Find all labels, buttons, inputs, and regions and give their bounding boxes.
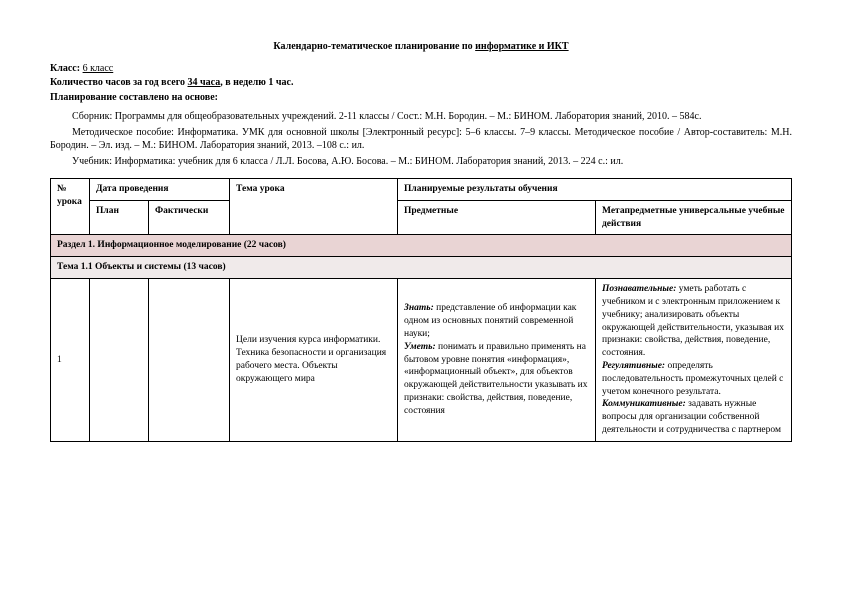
topic-1-1-title: Тема 1.1 Объекты и системы (13 часов) [51,257,792,279]
pozn-label: Познавательные: [602,284,676,294]
table-row: 1 Цели изучения курса информатики. Техни… [51,279,792,442]
title-subject: информатике и ИКТ [475,41,568,52]
header-subject: Предметные [398,200,596,235]
header-date-fact: Фактически [149,200,230,235]
cell-subject: Знать: представление об информации как о… [398,279,596,442]
cell-uud: Познавательные: уметь работать с учебник… [596,279,792,442]
hours-label: Количество часов за год всего [50,77,188,88]
page-title: Календарно-тематическое планирование по … [50,40,792,54]
section-1-title: Раздел 1. Информационное моделирование (… [51,235,792,257]
source-1: Сборник: Программы для общеобразовательн… [50,110,792,124]
basis-label: Планирование составлено на основе: [50,92,218,103]
plan-table: № урока Дата проведения Тема урока Плани… [50,178,792,442]
znat-label: Знать: [404,303,434,313]
header-topic: Тема урока [230,179,398,235]
header-meta-uud: Метапредметные универсальные учебные дей… [596,200,792,235]
cell-date-plan [90,279,149,442]
cell-date-fact [149,279,230,442]
header-row-1: № урока Дата проведения Тема урока Плани… [51,179,792,201]
header-num: № урока [51,179,90,235]
subsection-row-1-1: Тема 1.1 Объекты и системы (13 часов) [51,257,792,279]
cell-topic: Цели изучения курса информатики. Техника… [230,279,398,442]
komm-label: Коммуникативные: [602,399,686,409]
class-label: Класс: [50,63,80,74]
class-value: 6 класс [83,63,114,74]
section-row-1: Раздел 1. Информационное моделирование (… [51,235,792,257]
hours-tail: , в неделю 1 час. [220,77,293,88]
hours-line: Количество часов за год всего 34 часа, в… [50,76,792,90]
header-date: Дата проведения [90,179,230,201]
umet-text: понимать и правильно применять на бытово… [404,342,588,416]
header-date-plan: План [90,200,149,235]
basis-line: Планирование составлено на основе: [50,91,792,105]
umet-label: Уметь: [404,342,436,352]
pozn-text: уметь работать с учебником и с электронн… [602,284,784,358]
reg-label: Регулятивные: [602,361,665,371]
title-pre: Календарно-тематическое планирование по [273,41,475,52]
page: Календарно-тематическое планирование по … [0,0,842,595]
source-2: Методическое пособие: Информатика. УМК д… [50,126,792,153]
cell-num: 1 [51,279,90,442]
source-3: Учебник: Информатика: учебник для 6 клас… [50,155,792,169]
header-results: Планируемые результаты обучения [398,179,792,201]
header-row-2: План Фактически Предметные Метапредметны… [51,200,792,235]
sources-block: Сборник: Программы для общеобразовательн… [50,110,792,168]
class-line: Класс: 6 класс [50,62,792,76]
hours-value: 34 часа [188,77,221,88]
